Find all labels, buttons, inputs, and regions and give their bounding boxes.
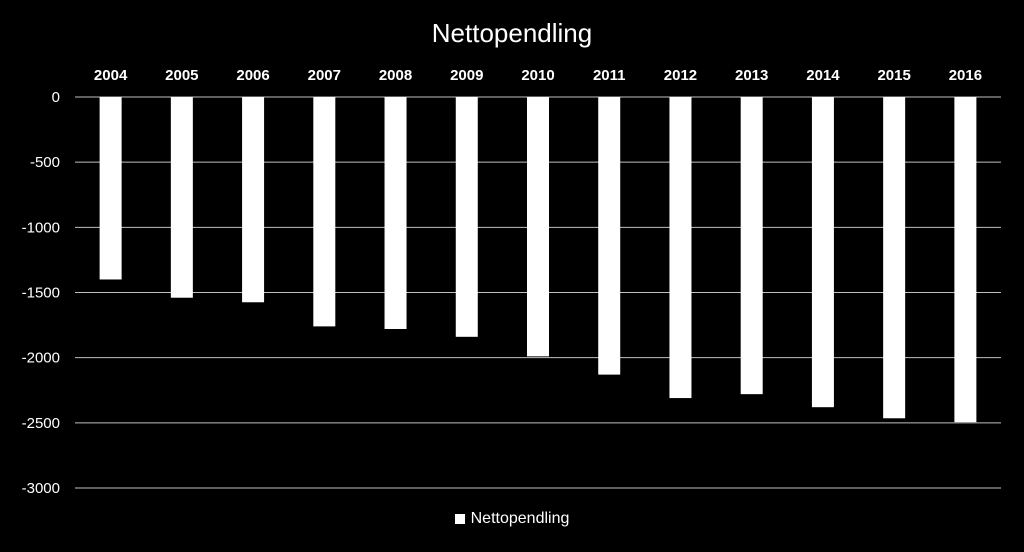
bar-2006 xyxy=(242,97,265,303)
x-tick-label: 2011 xyxy=(593,67,626,84)
y-tick-label: -1500 xyxy=(22,285,60,302)
bar-2015 xyxy=(883,97,906,419)
x-tick-label: 2015 xyxy=(877,67,910,84)
x-tick-label: 2013 xyxy=(735,67,768,84)
x-tick-label: 2007 xyxy=(308,67,341,84)
bar-2016 xyxy=(954,97,977,423)
x-tick-label: 2010 xyxy=(521,67,554,84)
legend-swatch xyxy=(454,514,465,524)
x-tick-label: 2008 xyxy=(379,67,412,84)
y-tick-label: -3000 xyxy=(22,480,60,497)
x-tick-label: 2012 xyxy=(664,67,697,84)
bar-2007 xyxy=(313,97,336,327)
bar-2012 xyxy=(669,97,692,399)
bar-2013 xyxy=(740,97,763,395)
bar-2014 xyxy=(811,97,834,408)
y-tick-label: 0 xyxy=(52,89,60,106)
legend-label: Nettopendling xyxy=(470,510,570,527)
bar-2011 xyxy=(598,97,621,375)
x-tick-label: 2014 xyxy=(806,67,840,84)
chart-title: Nettopendling xyxy=(431,18,593,48)
y-tick-label: -500 xyxy=(30,154,60,171)
legend: Nettopendling xyxy=(0,510,1024,528)
y-tick-label: -1000 xyxy=(22,219,60,236)
bar-2010 xyxy=(527,97,549,357)
x-tick-label: 2005 xyxy=(165,67,198,84)
x-tick-label: 2004 xyxy=(94,67,128,84)
bar-2005 xyxy=(170,97,193,298)
bar-2009 xyxy=(455,97,478,337)
bar-2008 xyxy=(384,97,407,329)
y-tick-label: -2000 xyxy=(22,350,60,367)
x-tick-label: 2009 xyxy=(450,67,483,84)
x-tick-label: 2016 xyxy=(949,67,982,84)
x-tick-label: 2006 xyxy=(236,67,269,84)
bar-2004 xyxy=(99,97,122,280)
y-tick-label: -2500 xyxy=(22,415,60,432)
